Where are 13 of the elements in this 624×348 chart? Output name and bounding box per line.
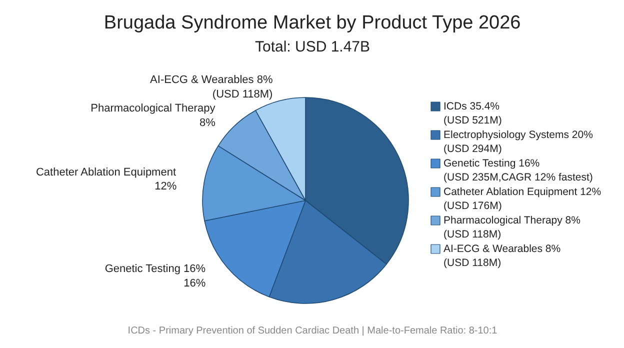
slice-label: AI-ECG & Wearables 8% (USD 118M) (150, 74, 273, 100)
text: Pharmacological Therapy 8% (90, 102, 216, 129)
legend-label: Electrophysiology Systems 20% (USD 294M) (444, 129, 593, 155)
text: Genetic Testing 16% 16% (104, 263, 206, 290)
chart-subtitle: Total: USD 1.47B (254, 38, 370, 56)
text: ICDs - Primary Prevention of Sudden Cardiac Death | Male-to-Female Ratio: 8-10:1 (128, 326, 498, 336)
legend-label: Catheter Ablation Equipment 12% (USD 176M) (444, 186, 602, 212)
legend-label: AI-ECG & Wearables 8% (USD 118M) (444, 243, 561, 269)
legend-label: Genetic Testing 16% (USD 235M,CAGR 12% fastest) (444, 158, 593, 184)
legend-label: ICDs 35.4% (USD 521M) (444, 100, 502, 126)
legend-label: Pharmacological Therapy 8% (USD 118M) (444, 214, 580, 240)
text: Catheter Ablation Equipment 12% (36, 166, 177, 193)
chart-title: Brugada Syndrome Market by Product Type 2026 (104, 12, 521, 34)
